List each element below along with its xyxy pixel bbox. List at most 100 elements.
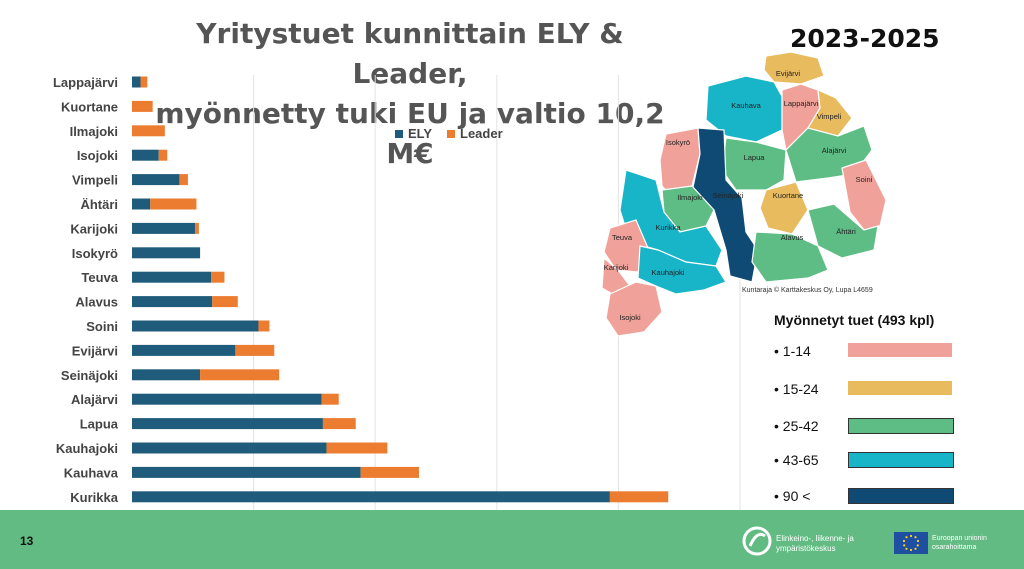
map-region-isojoki	[605, 281, 663, 337]
period-label: 2023-2025	[790, 24, 940, 53]
bar-ely	[132, 247, 201, 259]
map-legend-label: • 25-42	[774, 418, 819, 434]
bar-leader	[195, 222, 199, 234]
map-region-label: Karijoki	[604, 263, 629, 272]
chart-legend: ELY Leader	[395, 126, 503, 141]
map-region-kuortane	[759, 181, 809, 235]
bar-leader	[326, 442, 388, 454]
y-category-label: Alavus	[75, 295, 118, 310]
bar-ely	[132, 174, 180, 186]
bar-leader	[211, 271, 225, 283]
title-line-2: myönnetty tuki EU ja valtio 10,2 M€	[155, 97, 665, 170]
municipality-map: Evijärvi Kauhava Lappajärvi Vimpeli Isokyrö L…	[601, 51, 886, 337]
bar-leader	[150, 198, 197, 210]
map-region-label: Kurikka	[655, 223, 681, 232]
bar-ely	[132, 76, 141, 88]
bar-leader	[322, 418, 356, 430]
map-region-alavus	[751, 231, 829, 283]
page-number: 13	[20, 534, 34, 548]
eu-funding-label: Euroopan unionin osarahoittama	[932, 535, 987, 551]
bar-ely	[132, 418, 323, 430]
y-category-label: Kauhava	[64, 465, 119, 480]
map-credit: Kuntaraja © Karttakeskus Oy, Lupa L4659	[742, 287, 873, 294]
bar-ely	[132, 369, 201, 381]
map-region-label: Alavus	[781, 233, 804, 242]
map-region-label: Vimpeli	[817, 112, 842, 121]
map-region-evijarvi	[763, 51, 825, 85]
y-category-label: Soini	[86, 319, 118, 334]
legend-swatch	[395, 130, 403, 138]
map-region-label: Kuortane	[773, 191, 803, 200]
map-region-label: Lappajärvi	[784, 99, 819, 108]
bar-leader	[321, 393, 339, 405]
map-region-label: Ähtäri	[836, 227, 856, 236]
bar-leader	[179, 174, 188, 186]
y-category-label: Teuva	[81, 270, 118, 285]
map-region-label: Kauhava	[731, 101, 761, 110]
map-region-label: Isojoki	[619, 313, 641, 322]
map-region-kauhajoki	[637, 245, 727, 295]
bar-leader	[132, 125, 165, 137]
agency-logo-icon	[742, 526, 772, 556]
y-category-label: Kauhajoki	[56, 441, 118, 456]
map-legend-label: • 43-65	[774, 452, 819, 468]
map-region-ahtari	[807, 203, 879, 259]
map-legend-swatch	[848, 452, 954, 468]
map-region-label: Soini	[856, 175, 873, 184]
y-category-label: Isokyrö	[72, 246, 118, 261]
legend-label: ELY	[408, 126, 432, 141]
map-legend-label: • 15-24	[774, 381, 819, 397]
bar-ely	[132, 442, 327, 454]
y-category-label: Kuortane	[61, 99, 118, 114]
map-region-label: Teuva	[612, 233, 633, 242]
page-title: Yritystuet kunnittain ELY & Leader, myön…	[140, 14, 680, 174]
map-legend-label: • 1-14	[774, 343, 811, 359]
bar-leader	[132, 100, 153, 112]
y-category-label: Vimpeli	[72, 173, 118, 188]
y-category-label: Lapua	[80, 417, 119, 432]
y-category-label: Ähtäri	[80, 197, 118, 212]
footer-bar	[0, 510, 1024, 569]
map-legend-swatch	[848, 343, 952, 357]
y-category-label: Ilmajoki	[70, 124, 118, 139]
bar-ely	[132, 271, 212, 283]
bar-leader	[258, 320, 270, 332]
map-legend-swatch	[848, 488, 954, 504]
bar-ely	[132, 466, 361, 478]
bar-ely	[132, 393, 322, 405]
map-region-label: Evijärvi	[776, 69, 801, 78]
y-category-label: Isojoki	[77, 148, 118, 163]
bar-leader	[212, 296, 238, 308]
map-region-label: Seinäjoki	[713, 191, 744, 200]
y-category-label: Kurikka	[70, 490, 118, 505]
title-line-1: Yritystuet kunnittain ELY & Leader,	[196, 17, 624, 90]
map-region-lapua	[721, 137, 787, 191]
bar-ely	[132, 149, 159, 161]
agency-name: Elinkeino-, liikenne- ja ympäristökeskus	[776, 534, 854, 553]
bar-ely	[132, 320, 259, 332]
y-category-label: Seinäjoki	[61, 368, 118, 383]
map-legend-label: • 90 <	[774, 488, 811, 504]
bar-leader	[609, 491, 669, 503]
bar-leader	[235, 344, 275, 356]
bar-ely	[132, 344, 236, 356]
legend-label: Leader	[460, 126, 503, 141]
map-region-label: Lapua	[744, 153, 766, 162]
map-region-label: Alajärvi	[822, 146, 847, 155]
map-legend-title: Myönnetyt tuet (493 kpl)	[774, 312, 935, 328]
legend-swatch	[447, 130, 455, 138]
bar-ely	[132, 491, 610, 503]
map-legend-swatch	[848, 418, 954, 434]
bar-leader	[140, 76, 148, 88]
bar-ely	[132, 222, 196, 234]
y-category-label: Karijoki	[70, 221, 118, 236]
map-region-label: Ilmajoki	[677, 193, 703, 202]
y-category-label: Alajärvi	[71, 392, 118, 407]
bar-ely	[132, 296, 213, 308]
y-category-label: Evijärvi	[72, 343, 118, 358]
map-region-label: Isokyrö	[666, 138, 690, 147]
y-category-label: Lappajärvi	[53, 75, 118, 90]
map-region-label: Kauhajoki	[652, 268, 685, 277]
bar-ely	[132, 198, 151, 210]
bar-leader	[158, 149, 168, 161]
